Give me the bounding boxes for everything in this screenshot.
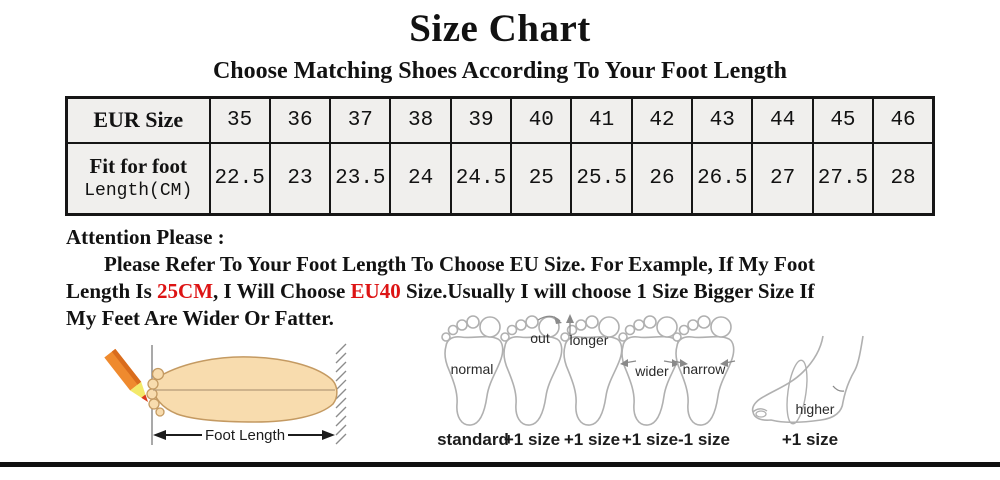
foot-length-cell: 24.5 bbox=[449, 141, 513, 216]
length-cm-label: Length(CM) bbox=[84, 181, 193, 202]
size-advice-label: +1 size bbox=[621, 430, 679, 449]
footprint-narrow-icon: narrow bbox=[672, 315, 736, 426]
foot-type-label: out bbox=[530, 330, 550, 346]
foot-length-arrow: Foot Length bbox=[153, 427, 335, 444]
fit-for-foot-label: Fit for foot bbox=[89, 154, 188, 179]
footprint-normal-icon: normal bbox=[441, 315, 504, 426]
size-advice-label: +1 size bbox=[503, 430, 561, 449]
foot-side-icon bbox=[146, 356, 338, 423]
eur-size-cell: 35 bbox=[208, 96, 271, 144]
size-advice-label: standard bbox=[437, 430, 509, 449]
eur-size-cell: 36 bbox=[268, 96, 332, 144]
attention-heading: Attention Please : bbox=[66, 225, 225, 249]
foot-length-cell: 23.5 bbox=[329, 141, 392, 216]
eur-size-cell: 45 bbox=[811, 96, 875, 144]
footprint-out-icon: out bbox=[500, 315, 563, 426]
size-advice-label: +1 size bbox=[563, 430, 621, 449]
pencil-icon bbox=[104, 348, 148, 402]
eur-size-row: EUR Size 35 36 37 38 39 40 41 42 43 44 45 46 bbox=[65, 96, 935, 144]
eur-size-cell: 46 bbox=[872, 96, 935, 144]
foot-type-label: higher bbox=[796, 401, 835, 417]
foot-type-longer: longer +1 size bbox=[556, 312, 628, 450]
foot-type-wider: wider +1 size bbox=[614, 312, 686, 450]
eur-size-cell: 37 bbox=[329, 96, 392, 144]
eur-size-cell: 41 bbox=[570, 96, 633, 144]
foot-type-label: normal bbox=[451, 361, 494, 377]
wall-hatch bbox=[335, 343, 347, 445]
foot-length-cell: 27 bbox=[751, 141, 814, 216]
foot-type-higher: higher +1 size bbox=[745, 312, 875, 450]
eur-size-cell: 38 bbox=[389, 96, 452, 144]
foot-length-cell: 25.5 bbox=[570, 141, 633, 216]
eur-size-cell: 42 bbox=[630, 96, 694, 144]
foot-length-cell: 26.5 bbox=[691, 141, 754, 216]
foot-length-cell: 27.5 bbox=[811, 141, 875, 216]
size-advice-label: -1 size bbox=[678, 430, 730, 449]
foot-measure-diagram: Foot Length bbox=[104, 343, 347, 445]
foot-length-cell: 22.5 bbox=[208, 141, 271, 216]
bottom-divider bbox=[0, 462, 1000, 467]
eur-size-header: EUR Size bbox=[65, 96, 211, 144]
eur-size-cell: 43 bbox=[691, 96, 754, 144]
attention-line: Please Refer To Your Foot Length To Choo… bbox=[104, 252, 815, 276]
foot-type-out: out +1 size bbox=[496, 312, 568, 450]
foot-type-label: narrow bbox=[683, 361, 727, 377]
eur-size-cell: 39 bbox=[449, 96, 513, 144]
eur-size-cell: 40 bbox=[510, 96, 573, 144]
foot-length-cell: 28 bbox=[872, 141, 935, 216]
foot-type-narrow: narrow -1 size bbox=[668, 312, 740, 450]
foot-type-normal: normal standard bbox=[437, 312, 509, 450]
attention-line: Length Is 25CM, I Will Choose EU40 Size.… bbox=[66, 279, 815, 303]
foot-length-cell: 24 bbox=[389, 141, 452, 216]
foot-length-label: Foot Length bbox=[205, 427, 285, 444]
foot-higher-icon: higher bbox=[751, 335, 864, 425]
page-subtitle: Choose Matching Shoes According To Your … bbox=[212, 58, 788, 84]
attention-line: My Feet Are Wider Or Fatter. bbox=[66, 306, 334, 330]
foot-type-label: longer bbox=[570, 332, 609, 348]
foot-length-cell: 26 bbox=[630, 141, 694, 216]
attention-block: Attention Please : Please Refer To Your … bbox=[66, 224, 946, 332]
foot-length-cell: 25 bbox=[510, 141, 573, 216]
foot-length-cell: 23 bbox=[268, 141, 332, 216]
foot-type-label: wider bbox=[634, 363, 669, 379]
foot-length-row: Fit for foot Length(CM) 22.5 23 23.5 24 24.5… bbox=[65, 141, 935, 216]
size-table: EUR Size 35 36 37 38 39 40 41 42 43 44 45 46 Fit fo… bbox=[65, 96, 935, 216]
size-advice-label: +1 size bbox=[781, 430, 839, 449]
foot-length-header: Fit for foot Length(CM) bbox=[65, 141, 211, 216]
page-title: Size Chart bbox=[409, 7, 591, 50]
attention-text: Please Refer To Your Foot Length To Choo… bbox=[66, 251, 946, 332]
footprint-longer-icon: longer bbox=[560, 314, 623, 426]
eur-size-cell: 44 bbox=[751, 96, 814, 144]
